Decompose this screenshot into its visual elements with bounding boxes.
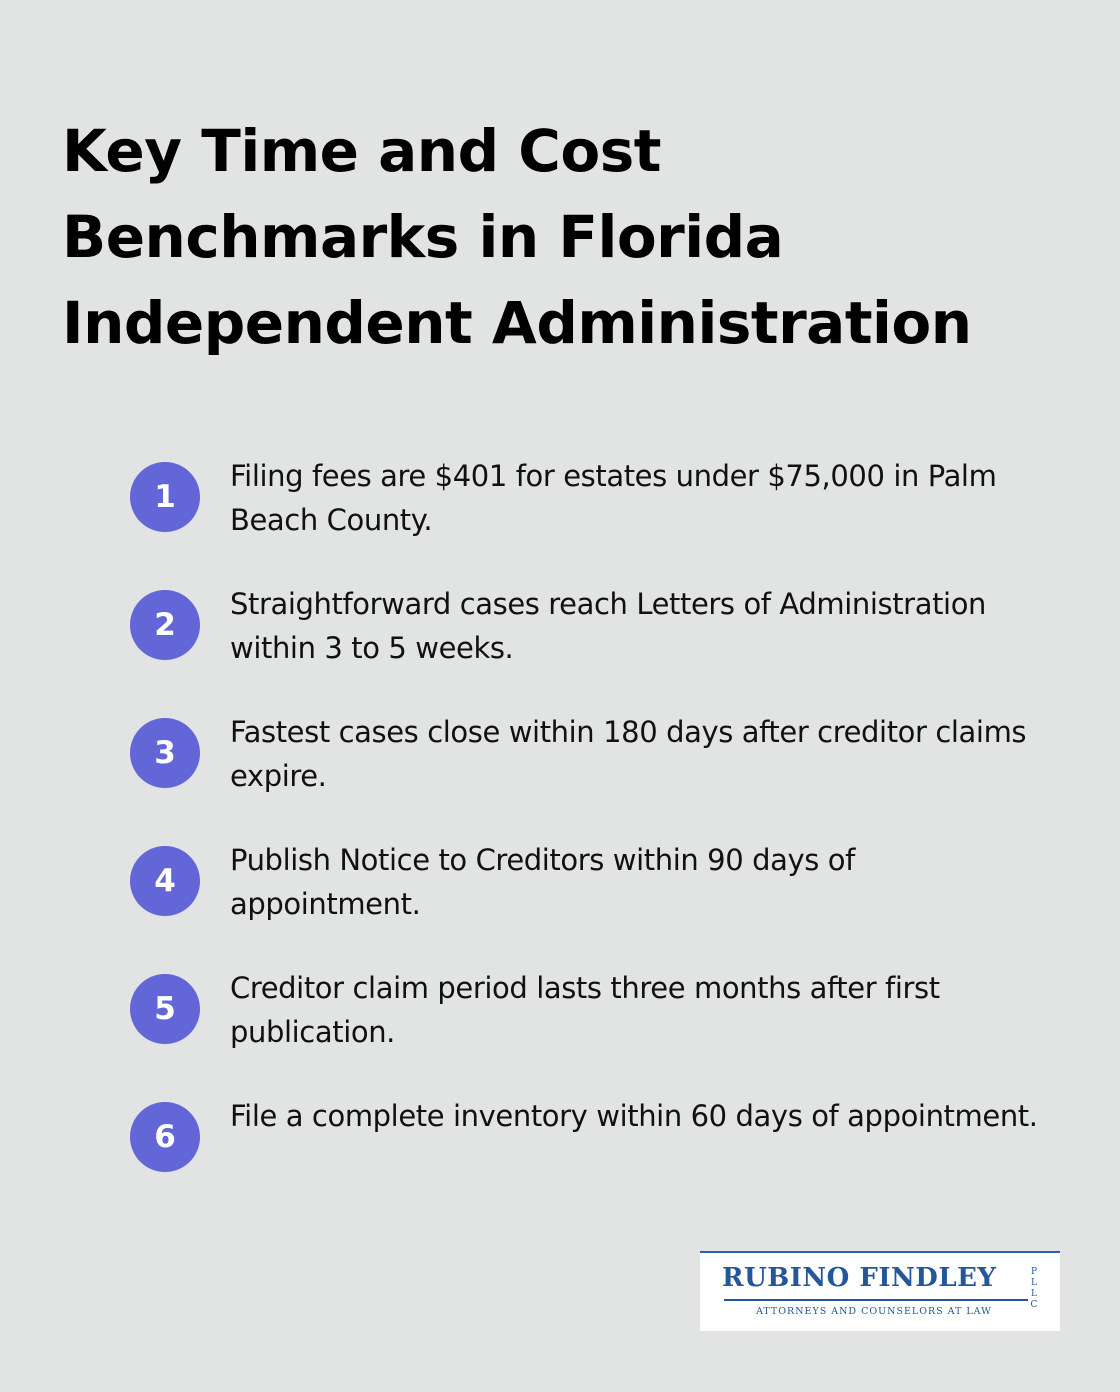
benchmark-list: 1 Filing fees are $401 for estates under…: [130, 459, 1050, 1228]
list-item: 5 Creditor claim period lasts three mont…: [130, 971, 1050, 1100]
step-number-badge: 1: [130, 462, 200, 532]
list-item-text: Straightforward cases reach Letters of A…: [230, 587, 987, 665]
list-item-text: Publish Notice to Creditors within 90 da…: [230, 843, 855, 921]
step-number-badge: 5: [130, 974, 200, 1044]
page-title: Key Time and Cost Benchmarks in Florida …: [62, 117, 972, 357]
step-number-badge: 3: [130, 718, 200, 788]
logo-tagline: ATTORNEYS AND COUNSELORS AT LAW: [756, 1306, 992, 1317]
list-item: 3 Fastest cases close within 180 days af…: [130, 715, 1050, 844]
list-item-text: Filing fees are $401 for estates under $…: [230, 459, 997, 537]
list-item-text: Fastest cases close within 180 days afte…: [230, 715, 1027, 793]
step-number-badge: 2: [130, 590, 200, 660]
logo-divider: [724, 1299, 1028, 1301]
step-number-badge: 6: [130, 1102, 200, 1172]
list-item-text: File a complete inventory within 60 days…: [230, 1099, 1038, 1133]
step-number-badge: 4: [130, 846, 200, 916]
list-item: 1 Filing fees are $401 for estates under…: [130, 459, 1050, 588]
list-item: 4 Publish Notice to Creditors within 90 …: [130, 843, 1050, 972]
logo-firm-name: RUBINO FINDLEY: [722, 1263, 997, 1293]
list-item-text: Creditor claim period lasts three months…: [230, 971, 940, 1049]
firm-logo: RUBINO FINDLEY ATTORNEYS AND COUNSELORS …: [700, 1251, 1060, 1331]
list-item: 2 Straightforward cases reach Letters of…: [130, 587, 1050, 716]
list-item: 6 File a complete inventory within 60 da…: [130, 1099, 1050, 1228]
